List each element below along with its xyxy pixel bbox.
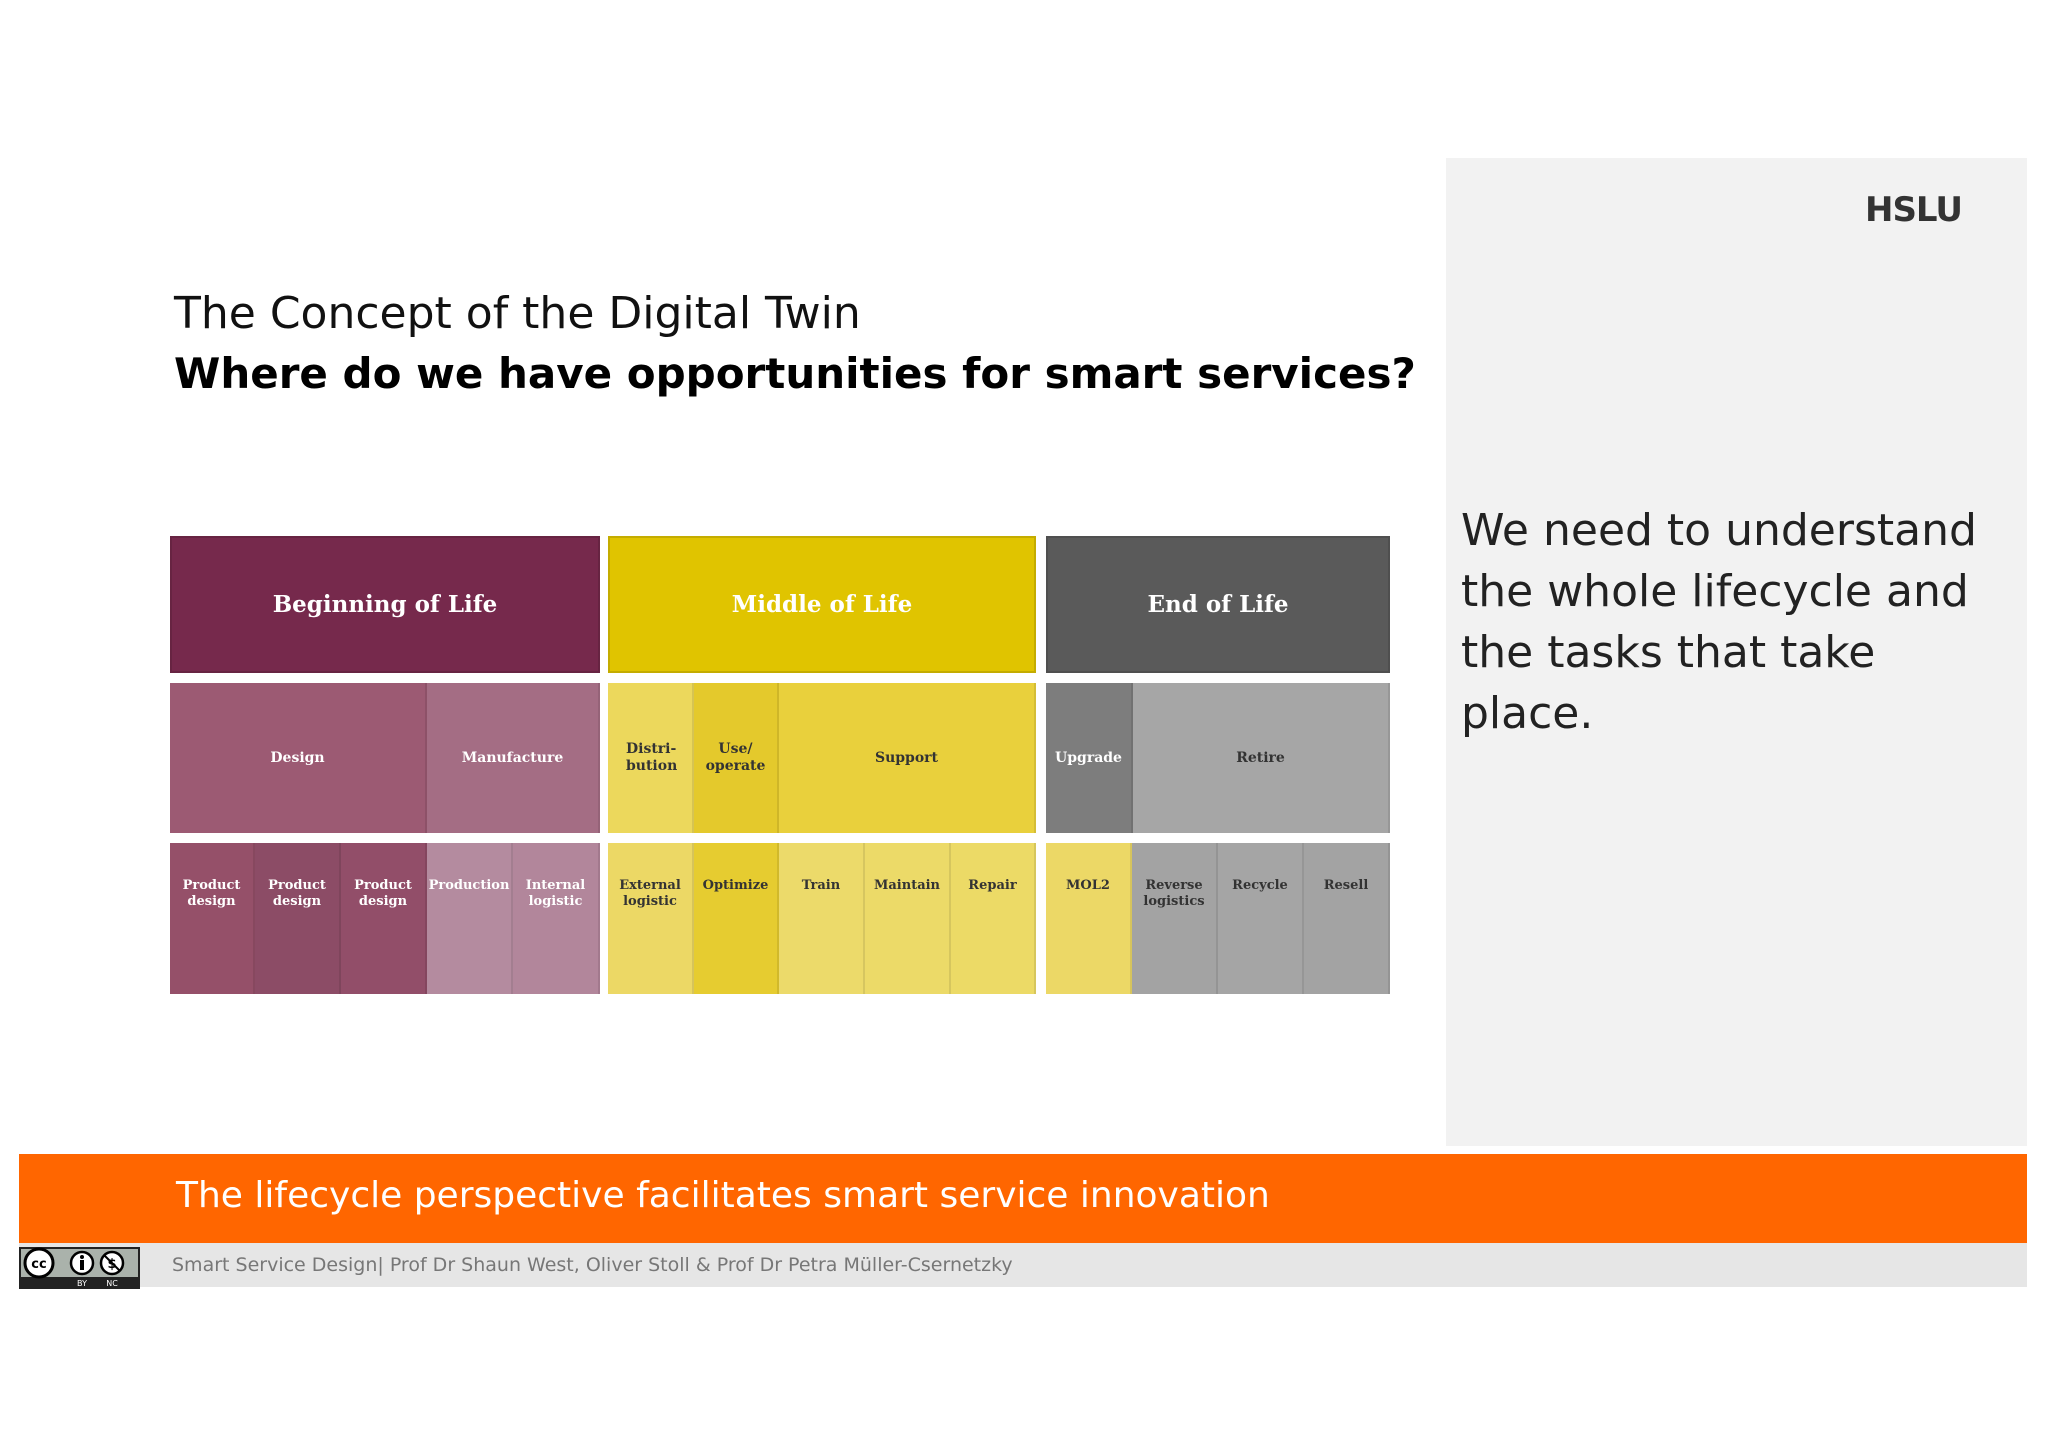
task-train: Train [779,843,865,994]
phase-label: End of Life [1147,591,1289,618]
task-product-design: Product design [255,843,341,994]
phase-end-of-life: End of Life [1046,536,1390,673]
task-optimize: Optimize [694,843,779,994]
stage-label: Support [874,749,939,766]
task-maintain: Maintain [865,843,951,994]
phase-label: Beginning of Life [272,591,498,618]
stage-manufacture: Manufacture [427,683,600,833]
task-product-design: Product design [341,843,427,994]
task-label: Product design [182,878,241,909]
stage-label: Upgrade [1055,749,1122,766]
task-resell: Resell [1304,843,1390,994]
task-production: Production [427,843,513,994]
phase-beginning-of-life: Beginning of Life [170,536,600,673]
task-internal-logistic: Internal logistic [513,843,600,994]
side-panel [1446,158,2027,1146]
svg-text:cc: cc [31,1257,46,1272]
hslu-logo: HSLU [1864,190,1963,230]
task-label: Repair [968,878,1017,893]
task-product-design: Product design [170,843,255,994]
task-label: Train [801,878,841,893]
cc-by-nc-icon: cc $ BY NC [19,1247,140,1289]
task-label: Recycle [1232,878,1288,893]
task-external-logistic: External logistic [608,843,694,994]
task-label: Production [428,878,510,893]
svg-text:NC: NC [106,1279,118,1288]
task-recycle: Recycle [1218,843,1304,994]
task-label: Reverse logistics [1143,878,1205,909]
stage-label: Manufacture [461,749,564,766]
stage-upgrade: Upgrade [1046,683,1133,833]
stage-design: Design [170,683,427,833]
task-reverse-logistics: Reverse logistics [1132,843,1218,994]
stage-label: Distri- bution [626,741,678,774]
phase-label: Middle of Life [731,591,913,618]
task-mol2: MOL2 [1046,843,1132,994]
task-label: Optimize [702,878,769,893]
footer-credits: Smart Service Design| Prof Dr Shaun West… [172,1254,1013,1276]
task-label: Product design [354,878,412,909]
slide-subtitle: Where do we have opportunities for smart… [174,349,1416,398]
stage-use-operate: Use/ operate [694,683,779,833]
footer: cc $ BY NC Smart Service Design| Prof Dr… [19,1243,2027,1289]
slide-title: The Concept of the Digital Twin [174,288,861,339]
task-label: Maintain [873,878,941,893]
stage-label: Design [270,749,325,766]
task-label: MOL2 [1066,878,1110,893]
side-note: We need to understand the whole lifecycl… [1461,505,1977,739]
task-label: Resell [1323,878,1369,893]
phase-middle-of-life: Middle of Life [608,536,1036,673]
task-label: External logistic [619,878,681,909]
task-label: Internal logistic [525,878,586,909]
key-message-banner: The lifecycle perspective facilitates sm… [19,1154,2027,1243]
task-label: Product design [268,878,326,909]
key-message: The lifecycle perspective facilitates sm… [176,1175,1270,1216]
svg-text:BY: BY [77,1279,87,1288]
stage-label: Use/ operate [705,741,766,774]
stage-distribution: Distri- bution [608,683,694,833]
stage-label: Retire [1236,749,1285,766]
svg-text:$: $ [107,1257,116,1272]
stage-retire: Retire [1133,683,1390,833]
task-repair: Repair [951,843,1036,994]
stage-support: Support [779,683,1036,833]
